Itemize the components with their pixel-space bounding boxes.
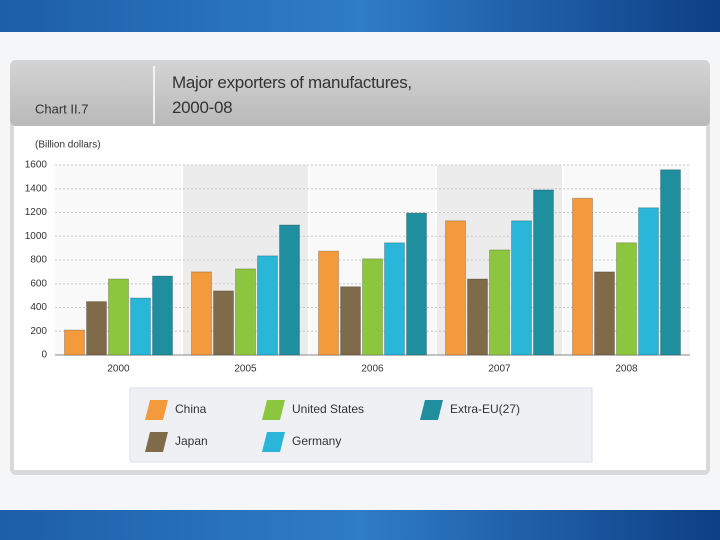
bar [511, 220, 532, 356]
legend-swatch [145, 400, 168, 420]
legend-swatch [262, 432, 285, 452]
bottom-band [0, 510, 720, 540]
x-tick-label: 2000 [107, 364, 130, 375]
bar [257, 255, 278, 356]
y-tick-label: 1000 [25, 231, 48, 242]
bar [406, 212, 427, 356]
chart-label: Chart II.7 [35, 101, 88, 116]
y-tick-label: 1400 [25, 183, 48, 194]
y-tick-label: 200 [30, 326, 47, 337]
bar [489, 249, 510, 356]
legend-label: China [175, 402, 207, 416]
bar [64, 329, 85, 356]
chart-title: Major exporters of manufactures, 2000-08 [172, 73, 412, 117]
bar [533, 189, 554, 356]
bar [235, 268, 256, 356]
bar [318, 250, 339, 356]
bar [660, 169, 681, 356]
y-tick-label: 800 [30, 255, 47, 266]
bar [213, 290, 234, 356]
bar [467, 278, 488, 356]
bar [445, 220, 466, 356]
bar [572, 197, 593, 356]
legend-label: Germany [292, 434, 341, 448]
bar [616, 242, 637, 356]
y-tick-label: 1600 [25, 160, 48, 171]
y-tick-label: 400 [30, 302, 47, 313]
legend-label: Japan [175, 434, 208, 448]
bar [638, 207, 659, 356]
bar [279, 224, 300, 356]
bar [594, 271, 615, 356]
bar [152, 275, 173, 356]
legend-label: Extra-EU(27) [450, 402, 520, 416]
x-tick-label: 2006 [361, 364, 384, 375]
y-tick-label: 600 [30, 278, 47, 289]
y-tick-label: 0 [41, 350, 47, 361]
legend-swatch [420, 400, 443, 420]
x-tick-label: 2008 [615, 364, 638, 375]
y-axis-label: (Billion dollars) [35, 140, 101, 151]
top-band [0, 0, 720, 32]
legend-swatch [145, 432, 168, 452]
bar [384, 242, 405, 356]
bar [191, 271, 212, 356]
bar [340, 286, 361, 356]
x-tick-label: 2007 [488, 364, 511, 375]
legend-label: United States [292, 402, 364, 416]
bar [362, 258, 383, 356]
panel-header [10, 60, 710, 126]
x-tick-label: 2005 [234, 364, 257, 375]
bar [86, 301, 107, 356]
bar [130, 297, 151, 356]
legend-box [129, 387, 593, 463]
y-tick-label: 1200 [25, 207, 48, 218]
bar [108, 278, 129, 356]
legend-swatch [262, 400, 285, 420]
